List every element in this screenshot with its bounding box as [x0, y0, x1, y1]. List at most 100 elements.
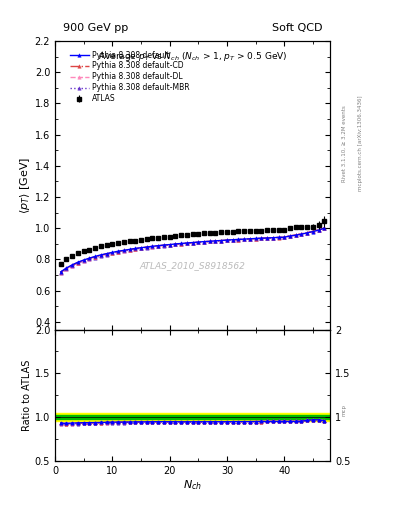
Pythia 8.308 default-CD [184, 240, 189, 246]
Pythia 8.308 default-DL [293, 232, 298, 238]
Pythia 8.308 default-MBR [219, 238, 224, 244]
Pythia 8.308 default [270, 234, 275, 241]
Pythia 8.308 default [184, 240, 189, 246]
Pythia 8.308 default-MBR [202, 239, 206, 245]
Text: Rivet 3.1.10, ≥ 3.2M events: Rivet 3.1.10, ≥ 3.2M events [342, 105, 347, 182]
Pythia 8.308 default-DL [213, 238, 218, 244]
Pythia 8.308 default-MBR [70, 263, 75, 269]
Pythia 8.308 default [99, 252, 103, 258]
Pythia 8.308 default-MBR [208, 239, 212, 245]
Pythia 8.308 default-MBR [139, 245, 143, 251]
Pythia 8.308 default [293, 232, 298, 238]
Line: Pythia 8.308 default-CD: Pythia 8.308 default-CD [59, 226, 326, 274]
Text: mcp: mcp [342, 403, 347, 416]
Pythia 8.308 default-CD [116, 248, 120, 254]
Pythia 8.308 default-MBR [116, 249, 120, 255]
Pythia 8.308 default-CD [139, 245, 143, 251]
Pythia 8.308 default-DL [242, 236, 246, 242]
X-axis label: $N_{ch}$: $N_{ch}$ [183, 478, 202, 492]
Pythia 8.308 default-CD [133, 246, 138, 252]
Pythia 8.308 default-DL [282, 234, 286, 240]
Pythia 8.308 default [225, 237, 230, 243]
Pythia 8.308 default-MBR [259, 235, 264, 241]
Pythia 8.308 default-CD [70, 262, 75, 268]
Pythia 8.308 default [305, 230, 310, 236]
Pythia 8.308 default [121, 247, 126, 253]
Pythia 8.308 default-DL [116, 249, 120, 255]
Pythia 8.308 default [150, 243, 155, 249]
Pythia 8.308 default-CD [253, 236, 258, 242]
Pythia 8.308 default [213, 238, 218, 244]
Pythia 8.308 default-DL [184, 240, 189, 246]
Pythia 8.308 default-MBR [104, 251, 109, 258]
Pythia 8.308 default-CD [64, 265, 69, 271]
Bar [55, 415, 330, 419]
Pythia 8.308 default-MBR [64, 266, 69, 272]
Pythia 8.308 default-CD [127, 246, 132, 252]
Pythia 8.308 default-MBR [173, 241, 178, 247]
Pythia 8.308 default-DL [110, 250, 115, 256]
Pythia 8.308 default-MBR [213, 238, 218, 244]
Pythia 8.308 default-DL [139, 245, 143, 251]
Pythia 8.308 default-DL [259, 235, 264, 241]
Pythia 8.308 default [299, 231, 304, 237]
Pythia 8.308 default-CD [150, 243, 155, 249]
Pythia 8.308 default-CD [167, 242, 172, 248]
Pythia 8.308 default-CD [282, 234, 286, 240]
Pythia 8.308 default-DL [316, 227, 321, 233]
Pythia 8.308 default-CD [87, 255, 92, 262]
Pythia 8.308 default-CD [219, 238, 224, 244]
Pythia 8.308 default-MBR [305, 229, 310, 236]
Pythia 8.308 default-MBR [310, 228, 315, 234]
Pythia 8.308 default [104, 250, 109, 257]
Pythia 8.308 default-CD [99, 252, 103, 258]
Pythia 8.308 default-CD [144, 244, 149, 250]
Pythia 8.308 default-DL [276, 234, 281, 241]
Pythia 8.308 default [64, 265, 69, 271]
Pythia 8.308 default [116, 248, 120, 254]
Pythia 8.308 default-DL [167, 242, 172, 248]
Pythia 8.308 default-CD [156, 243, 161, 249]
Pythia 8.308 default [139, 245, 143, 251]
Pythia 8.308 default [208, 238, 212, 244]
Bar [55, 413, 330, 421]
Pythia 8.308 default [162, 242, 166, 248]
Pythia 8.308 default-MBR [81, 258, 86, 264]
Pythia 8.308 default-CD [276, 234, 281, 241]
Pythia 8.308 default-DL [75, 260, 80, 266]
Pythia 8.308 default [127, 246, 132, 252]
Pythia 8.308 default-DL [59, 270, 63, 276]
Pythia 8.308 default [196, 239, 201, 245]
Line: Pythia 8.308 default-DL: Pythia 8.308 default-DL [59, 226, 326, 274]
Pythia 8.308 default-MBR [93, 254, 97, 261]
Pythia 8.308 default-MBR [59, 270, 63, 276]
Pythia 8.308 default-MBR [133, 246, 138, 252]
Pythia 8.308 default-CD [110, 250, 115, 256]
Pythia 8.308 default-DL [270, 234, 275, 241]
Pythia 8.308 default-MBR [144, 244, 149, 250]
Pythia 8.308 default-MBR [253, 236, 258, 242]
Pythia 8.308 default-CD [236, 237, 241, 243]
Pythia 8.308 default-CD [322, 225, 327, 231]
Pythia 8.308 default [282, 234, 286, 240]
Pythia 8.308 default-CD [259, 235, 264, 241]
Pythia 8.308 default-DL [162, 242, 166, 248]
Pythia 8.308 default-CD [196, 239, 201, 245]
Pythia 8.308 default-MBR [75, 261, 80, 267]
Pythia 8.308 default [144, 244, 149, 250]
Pythia 8.308 default-CD [208, 238, 212, 244]
Pythia 8.308 default [81, 257, 86, 263]
Pythia 8.308 default-MBR [167, 242, 172, 248]
Text: Soft QCD: Soft QCD [272, 23, 322, 33]
Pythia 8.308 default-DL [208, 239, 212, 245]
Pythia 8.308 default-MBR [127, 247, 132, 253]
Text: mcplots.cern.ch [arXiv:1306.3436]: mcplots.cern.ch [arXiv:1306.3436] [358, 96, 363, 191]
Pythia 8.308 default-DL [93, 254, 97, 260]
Pythia 8.308 default-CD [270, 234, 275, 241]
Pythia 8.308 default [133, 245, 138, 251]
Pythia 8.308 default-DL [104, 251, 109, 257]
Pythia 8.308 default-DL [87, 255, 92, 262]
Pythia 8.308 default [253, 236, 258, 242]
Pythia 8.308 default-MBR [184, 240, 189, 246]
Pythia 8.308 default-DL [299, 231, 304, 237]
